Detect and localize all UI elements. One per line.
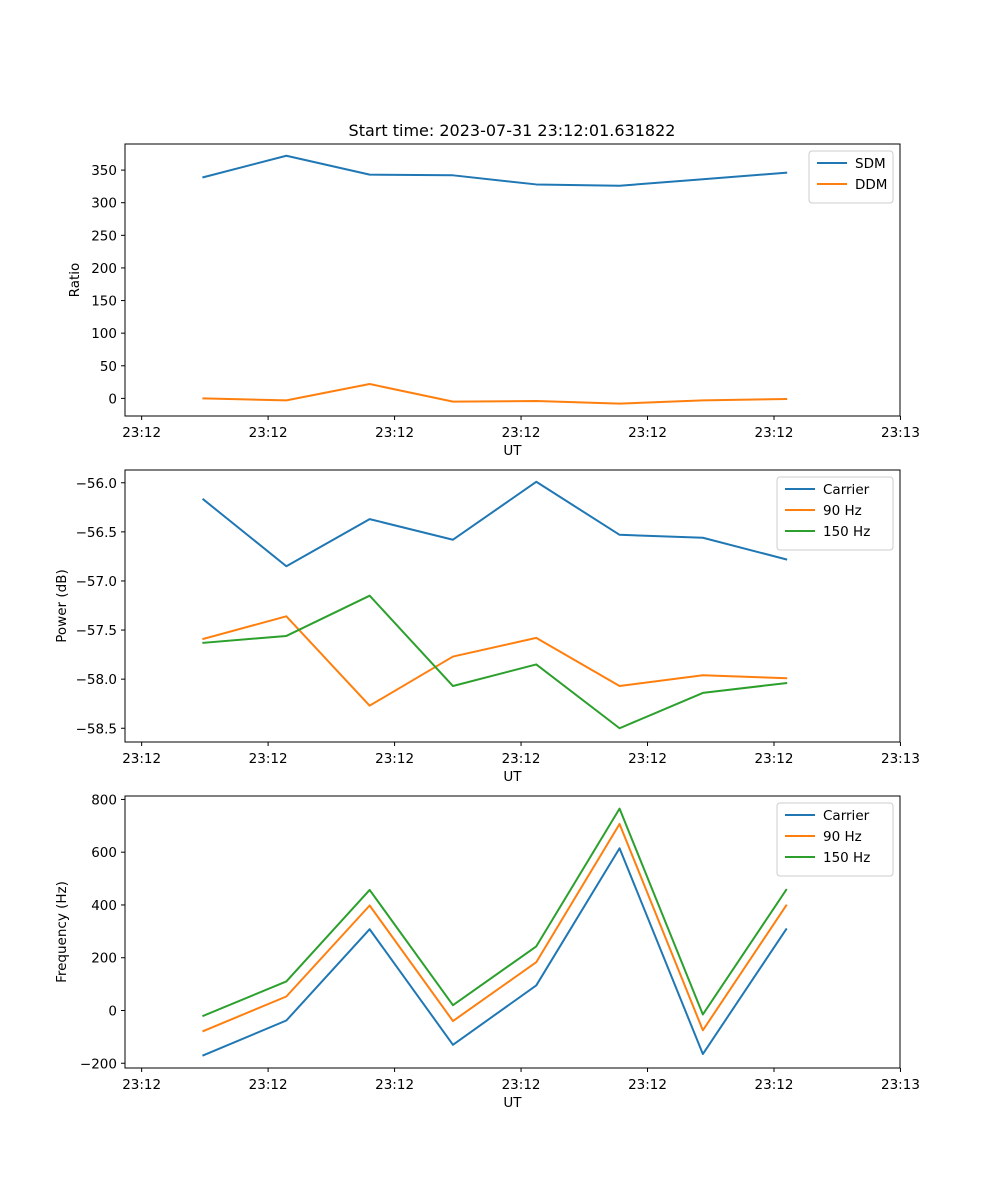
x-tick-label: 23:12 — [122, 751, 161, 767]
figure-title: Start time: 2023-07-31 23:12:01.631822 — [349, 121, 676, 140]
x-tick-label: 23:13 — [881, 425, 920, 441]
y-tick-label: 200 — [91, 261, 117, 277]
y-tick-label: 400 — [91, 898, 117, 914]
axes-frame — [124, 469, 901, 743]
x-axis-label: UT — [503, 443, 522, 459]
x-tick-label: 23:12 — [502, 751, 541, 767]
legend-label: 90 Hz — [823, 503, 862, 519]
x-tick-label: 23:12 — [249, 1077, 288, 1093]
x-tick-label: 23:12 — [502, 1077, 541, 1093]
x-tick-label: 23:12 — [122, 1077, 161, 1093]
x-tick-label: 23:12 — [755, 1077, 794, 1093]
legend-label: Carrier — [823, 808, 870, 824]
legend-label: 150 Hz — [823, 850, 870, 866]
legend: SDM DDM — [808, 150, 894, 204]
y-axis-label: Power (dB) — [54, 569, 70, 642]
y-tick-label: 300 — [91, 196, 117, 212]
y-tick-label: 50 — [100, 359, 117, 375]
y-tick-label: 100 — [91, 326, 117, 342]
legend-label: 150 Hz — [823, 524, 870, 540]
axes-frame — [124, 795, 901, 1069]
series-line-90-hz — [202, 615, 788, 707]
x-tick-label: 23:12 — [755, 425, 794, 441]
series-group — [202, 154, 788, 405]
series-group — [202, 807, 788, 1057]
x-axis-label: UT — [503, 769, 522, 785]
axes-frame — [124, 143, 901, 417]
series-line-90-hz — [202, 822, 788, 1033]
y-tick-label: −57.0 — [76, 574, 117, 590]
series-line-sdm — [202, 154, 788, 187]
x-tick-label: 23:12 — [122, 425, 161, 441]
x-tick-label: 23:12 — [375, 751, 414, 767]
y-tick-label: 150 — [91, 294, 117, 310]
series-line-carrier — [201, 480, 788, 568]
y-tick-label: 600 — [91, 845, 117, 861]
y-tick-label: 0 — [108, 1003, 117, 1019]
y-tick-label: −58.0 — [76, 672, 117, 688]
subplot-2: 23:12 23:12 23:12 23:12 23:12 23:12 23:13 −58.5… — [54, 469, 920, 785]
x-tick-label: 23:12 — [502, 425, 541, 441]
subplot-3: 23:12 23:12 23:12 23:12 23:12 23:12 23:13 −200 0… — [54, 792, 920, 1111]
x-tick-label: 23:12 — [375, 425, 414, 441]
x-axis-label: UT — [503, 1095, 522, 1111]
y-tick-label: 0 — [108, 391, 117, 407]
x-tick-label: 23:12 — [375, 1077, 414, 1093]
y-tick-label: −58.5 — [76, 721, 117, 737]
y-tick-label: 250 — [91, 228, 117, 244]
y-axis-label: Frequency (Hz) — [54, 881, 70, 983]
subplot-1: 23:12 23:12 23:12 23:12 23:12 23:12 23:13 0 50 10… — [67, 143, 920, 459]
x-tick-label: 23:13 — [881, 751, 920, 767]
y-tick-label: −56.5 — [76, 525, 117, 541]
x-tick-label: 23:12 — [628, 1077, 667, 1093]
series-group — [201, 480, 788, 730]
y-tick-label: −200 — [80, 1056, 117, 1072]
legend: Carrier 90 Hz 150 Hz — [776, 476, 894, 551]
y-tick-label: −56.0 — [76, 476, 117, 492]
x-tick-label: 23:12 — [755, 751, 794, 767]
legend: Carrier 90 Hz 150 Hz — [776, 802, 894, 877]
y-tick-label: 200 — [91, 951, 117, 967]
x-tick-label: 23:13 — [881, 1077, 920, 1093]
x-tick-label: 23:12 — [628, 751, 667, 767]
y-tick-label: −57.5 — [76, 623, 117, 639]
legend-label: DDM — [855, 177, 887, 193]
x-tick-label: 23:12 — [249, 751, 288, 767]
legend-label: SDM — [855, 156, 886, 172]
y-tick-label: 800 — [91, 792, 117, 808]
subplots: 23:12 23:12 23:12 23:12 23:12 23:12 23:13 0 50 10… — [54, 143, 920, 1111]
y-tick-label: 350 — [91, 163, 117, 179]
x-tick-label: 23:12 — [628, 425, 667, 441]
series-line-150-hz — [202, 594, 788, 730]
legend-label: Carrier — [823, 482, 870, 498]
y-axis-label: Ratio — [67, 263, 83, 298]
series-line-ddm — [202, 383, 788, 405]
series-line-150-hz — [202, 807, 788, 1018]
legend-label: 90 Hz — [823, 829, 862, 845]
series-line-carrier — [202, 847, 788, 1057]
x-tick-label: 23:12 — [249, 425, 288, 441]
